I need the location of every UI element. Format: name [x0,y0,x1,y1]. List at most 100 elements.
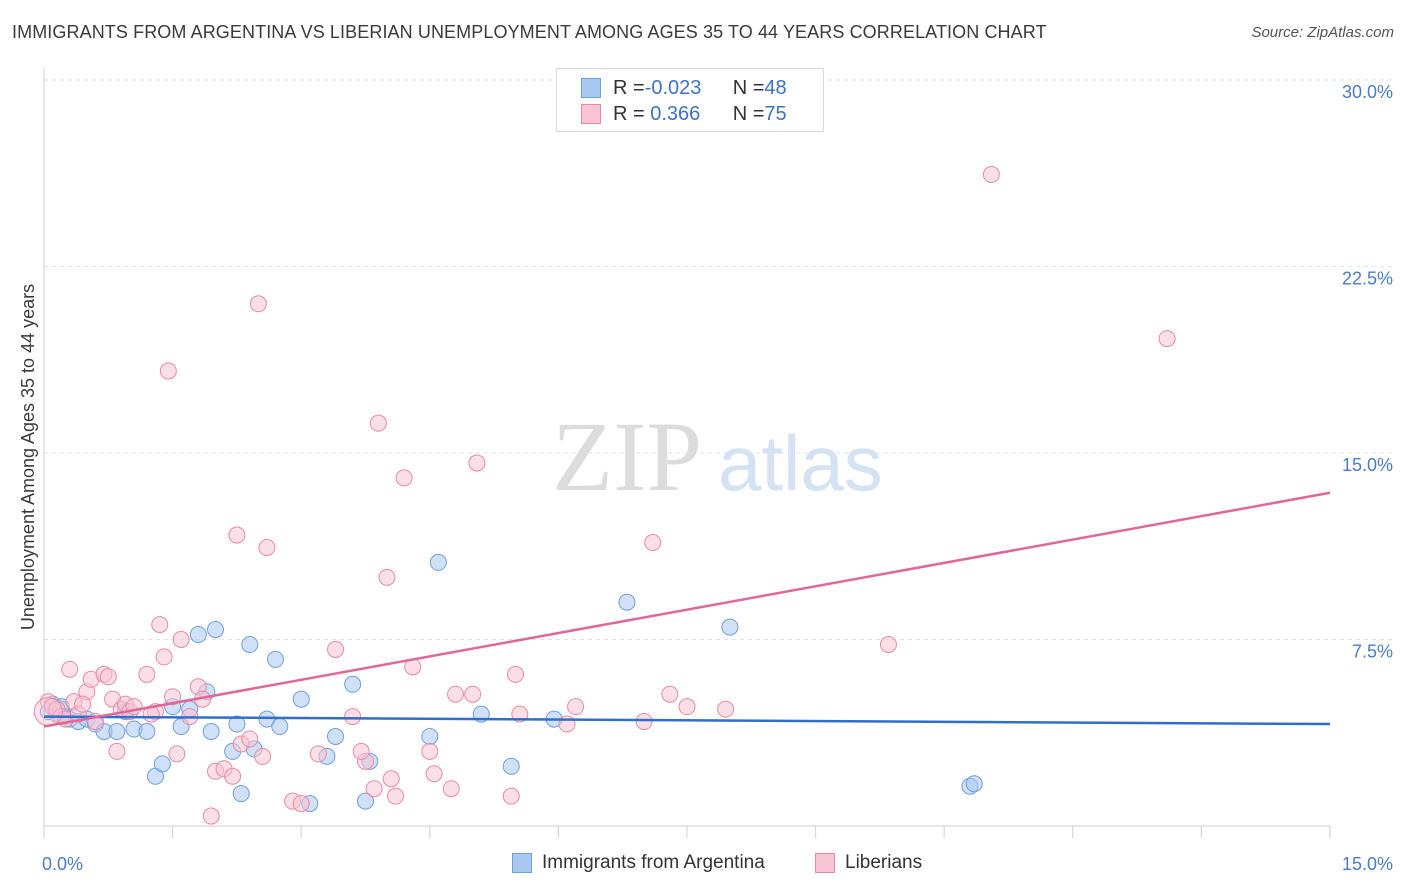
point-argentina [965,775,983,793]
point-argentina [241,635,259,653]
n-value: 48 [764,76,787,99]
point-liberians [172,631,190,648]
y-tick-label: 22.5% [1342,269,1393,289]
point-liberians [168,745,186,763]
y-tick-label: 7.5% [1352,642,1393,662]
point-argentina [429,553,447,571]
point-liberians [502,787,520,805]
chart-title: IMMIGRANTS FROM ARGENTINA VS LIBERIAN UN… [12,22,1047,42]
point-liberians [1158,330,1176,348]
point-liberians [155,648,173,666]
trend-lines [43,491,1331,728]
n-label: N = [732,76,765,99]
point-liberians [138,665,156,683]
point-argentina [153,755,171,773]
r-label: R = [613,102,645,125]
swatch-liberians [581,104,601,124]
y-tick-label: 30.0% [1342,82,1393,102]
point-liberians [254,747,272,765]
trend-line-argentina [43,715,1331,726]
point-liberians [395,469,413,487]
legend-swatch-argentina [512,853,532,873]
stats-row-liberians: R = 0.366 N = 75 [581,101,787,127]
point-liberians [468,454,486,472]
point-argentina [266,650,284,668]
point-liberians [464,685,482,703]
point-argentina [228,715,246,733]
point-liberians [151,616,169,634]
point-argentina [202,723,220,741]
source-label: Source: ZipAtlas.com [1251,24,1394,41]
point-argentina [271,718,289,736]
y-tick-label: 15.0% [1342,455,1393,475]
point-argentina [618,593,636,611]
point-argentina [206,621,224,639]
y-axis-label: Unemployment Among Ages 35 to 44 years [18,284,38,630]
point-liberians [344,708,362,726]
point-liberians [228,526,246,544]
x-tick-label-min: 0.0% [42,854,83,874]
point-liberians [635,713,653,731]
point-liberians [99,668,117,686]
watermark-atlas: atlas [718,419,883,507]
watermark-zip: ZIP [552,401,702,512]
y-tick-labels: 7.5% 15.0% 22.5% 30.0% [1342,82,1393,662]
point-liberians [387,787,405,805]
point-liberians [369,414,387,432]
n-value: 75 [764,102,787,125]
point-liberians [378,568,396,586]
point-liberians [442,780,460,798]
point-liberians [425,765,443,783]
n-label: N = [732,102,765,125]
point-liberians [61,660,79,678]
stats-row-argentina: R = -0.023 N = 48 [581,75,787,101]
legend-swatch-liberians [815,853,835,873]
point-argentina [721,618,739,636]
point-liberians [202,807,220,825]
r-value: -0.023 [644,76,702,99]
point-cluster [33,697,63,727]
point-liberians [678,698,696,716]
stats-legend: R = -0.023 N = 48 R = 0.366 N = 75 [556,68,824,132]
point-liberians [365,780,383,798]
point-liberians [879,635,897,653]
point-liberians [717,700,735,718]
point-argentina [357,792,374,810]
point-liberians [74,695,92,713]
point-liberians [258,538,276,556]
point-liberians [309,745,327,763]
point-liberians [249,295,267,313]
trend-line-liberians [43,491,1331,728]
legend-label-liberians: Liberians [845,852,923,873]
point-liberians [507,665,525,683]
point-argentina [189,626,207,644]
point-liberians [164,688,182,706]
point-liberians [982,165,1000,183]
r-label: R = [613,76,645,99]
x-tick-label-max: 15.0% [1342,854,1393,874]
point-argentina [138,723,156,741]
point-liberians [159,362,177,380]
point-argentina [421,727,439,745]
swatch-argentina [581,78,601,98]
point-liberians [644,534,662,552]
point-liberians [421,742,439,760]
point-liberians [567,698,585,716]
point-argentina [326,727,344,745]
point-liberians [352,742,370,760]
point-argentina [502,757,520,775]
point-liberians [661,685,679,703]
grid-lines [44,79,1392,640]
legend-item-argentina: Immigrants from Argentina [512,852,765,874]
point-liberians [382,770,400,788]
r-value: 0.366 [644,102,701,125]
watermark: ZIP atlas [552,401,883,512]
point-liberians [326,640,344,658]
point-liberians [224,767,242,785]
point-argentina [108,723,126,741]
legend-label-argentina: Immigrants from Argentina [542,852,765,873]
x-tick-labels: 0.0% 15.0% [42,854,1393,874]
point-argentina [232,785,250,803]
legend-item-liberians: Liberians [815,852,922,874]
